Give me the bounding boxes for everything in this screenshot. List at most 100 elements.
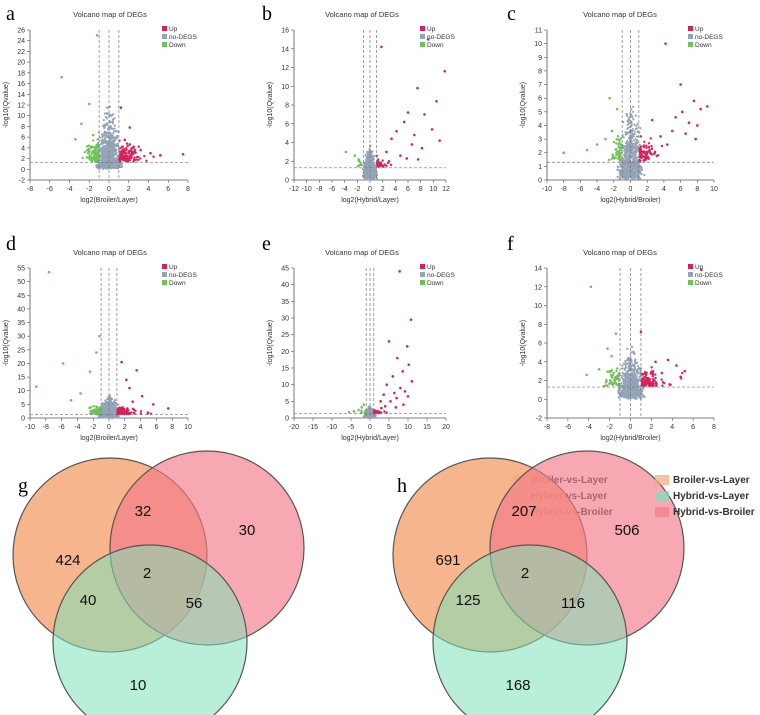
x-tick-label: 10: [184, 424, 192, 431]
x-tick-label: 2: [127, 186, 131, 193]
nodeg-point: [634, 114, 637, 117]
down-point: [362, 403, 366, 406]
y-tick-label: 4: [21, 145, 25, 152]
nodeg-point: [104, 158, 108, 161]
down-point: [96, 160, 100, 163]
nodeg-point: [368, 147, 371, 151]
y-tick-label: 40: [281, 282, 289, 289]
nodeg-point: [637, 394, 640, 397]
nodeg-point: [365, 171, 368, 174]
nodeg-point: [105, 146, 108, 149]
x-tick-label: 8: [712, 424, 716, 431]
nodeg-point: [101, 149, 104, 153]
nodeg-point: [628, 118, 631, 121]
nodeg-point: [371, 173, 375, 176]
up-point: [387, 340, 391, 343]
up-point: [151, 403, 155, 406]
nodeg-point: [620, 374, 623, 377]
up-point: [128, 126, 132, 129]
down-point: [96, 152, 99, 155]
y-tick-label: 4: [285, 140, 289, 147]
nodeg-point: [635, 142, 639, 145]
nodeg-point: [104, 407, 107, 410]
down-point: [83, 150, 87, 154]
legend-swatch: [162, 42, 167, 47]
down-point: [92, 405, 95, 408]
x-tick-label: 4: [147, 186, 151, 193]
y-tick-label: 15: [281, 366, 289, 373]
nodeg-point: [105, 143, 108, 146]
y-axis-label: -log10(Qvalue): [3, 320, 10, 366]
up-point: [405, 157, 409, 160]
x-tick-label: -10: [327, 424, 337, 431]
legend-entry: Up: [169, 264, 178, 271]
nodeg-point: [103, 137, 107, 140]
nodeg-point: [627, 156, 630, 160]
legend-swatch: [420, 280, 425, 285]
up-point: [139, 410, 143, 413]
up-point: [133, 148, 137, 151]
up-point: [416, 158, 420, 161]
up-point: [128, 412, 131, 415]
legend-swatch: [162, 264, 167, 269]
nodeg-point: [631, 368, 634, 371]
down-series: [562, 96, 623, 162]
up-point: [696, 124, 699, 127]
up-point: [420, 146, 424, 150]
x-tick-label: -12: [289, 186, 299, 193]
nodeg-point: [112, 154, 115, 157]
nodeg-point: [110, 137, 113, 140]
down-point: [89, 145, 93, 148]
nodeg-point: [111, 118, 114, 121]
nodeg-point: [101, 133, 105, 136]
down-point: [94, 149, 98, 153]
down-point: [617, 155, 620, 158]
up-point: [129, 153, 132, 157]
up-point: [402, 120, 406, 124]
down-point: [360, 163, 363, 167]
down-point: [90, 151, 94, 154]
nodeg-point: [635, 124, 638, 127]
nodeg-point: [634, 151, 637, 154]
up-point: [383, 405, 387, 408]
y-tick-label: 12: [281, 65, 289, 72]
nodeg-point: [111, 403, 114, 406]
chart-title: Volcano map of DEGs: [325, 10, 399, 19]
x-tick-label: 10: [710, 186, 718, 193]
y-tick-label: 4: [538, 359, 542, 366]
nodeg-point: [112, 409, 115, 413]
y-tick-label: 10: [17, 113, 25, 120]
up-point: [125, 154, 128, 158]
down-point: [91, 158, 94, 162]
up-point: [639, 135, 643, 138]
down-point: [87, 150, 91, 153]
x-tick-label: 0: [368, 424, 372, 431]
nodeg-point: [369, 415, 372, 418]
x-tick-label: -8: [561, 186, 567, 193]
nodeg-point: [632, 151, 635, 154]
nodeg-point: [626, 371, 629, 374]
nodeg-point: [632, 118, 635, 121]
nodeg-point: [634, 144, 637, 147]
nodeg-point: [102, 125, 105, 128]
nodeg-point: [115, 164, 118, 167]
x-tick-label: -4: [586, 424, 592, 431]
y-tick-label: -2: [19, 178, 25, 185]
nodeg-point: [640, 165, 643, 169]
y-tick-label: 0: [285, 416, 289, 423]
chart-title: Volcano map of DEGs: [73, 10, 147, 19]
nodeg-point: [362, 415, 365, 418]
y-tick-label: 55: [17, 266, 25, 273]
up-point: [119, 409, 123, 412]
nodeg-point: [106, 164, 109, 168]
y-tick-label: 0: [21, 167, 25, 174]
y-axis-label: -log10(Qvalue): [3, 82, 10, 128]
x-tick-label: 6: [691, 424, 695, 431]
y-tick-label: 2: [538, 150, 542, 157]
up-point: [694, 137, 697, 141]
up-point: [407, 363, 411, 366]
nodeg-point: [620, 381, 623, 385]
y-tick-label: 0: [21, 416, 25, 423]
down-point: [607, 158, 611, 162]
y-tick-label: 8: [538, 68, 542, 75]
